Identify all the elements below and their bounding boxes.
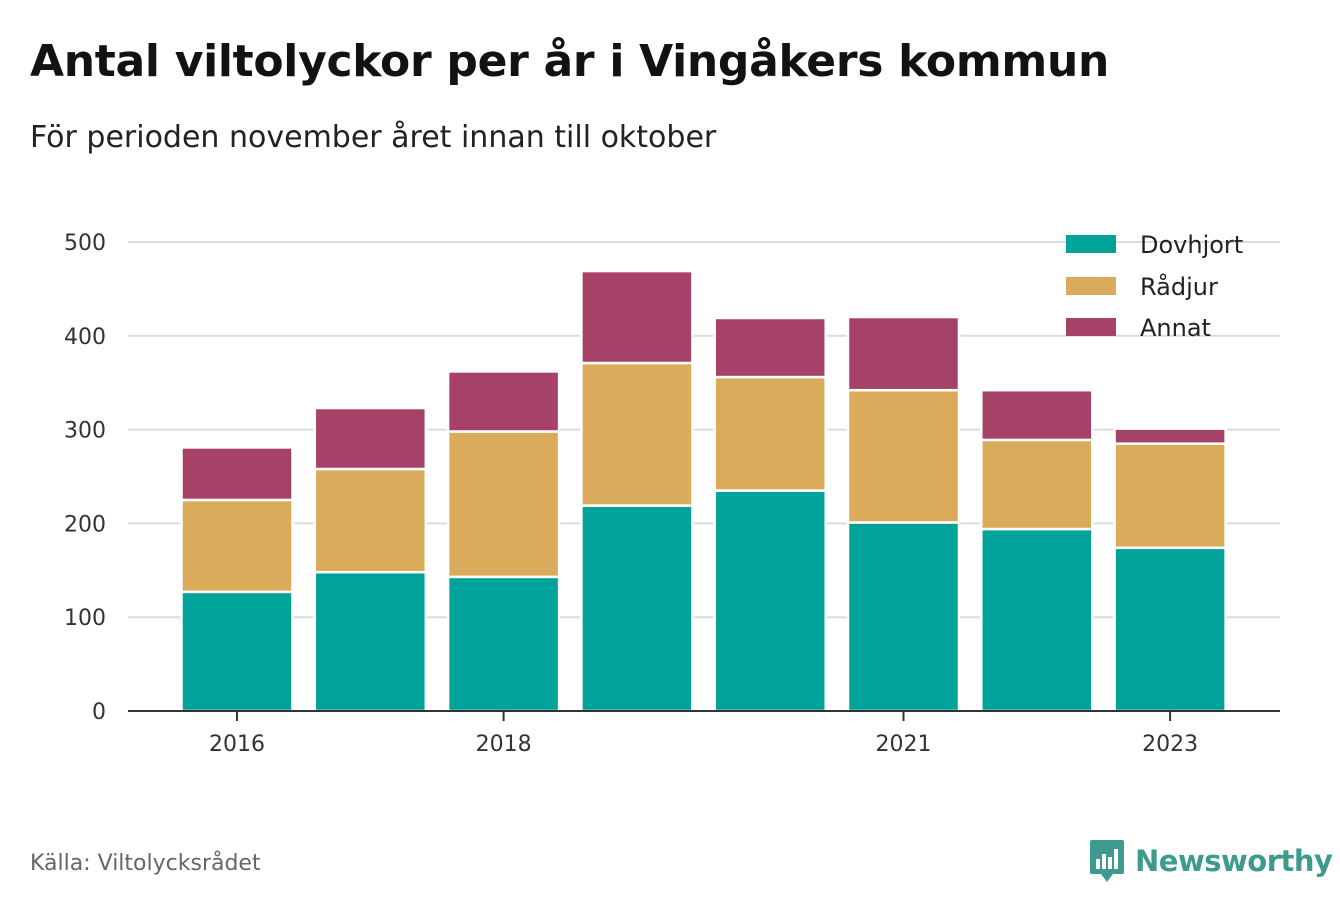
bar-dovhjort-2021 bbox=[846, 521, 961, 713]
bar-dovhjort-2020 bbox=[713, 489, 827, 713]
legend-swatch-rådjur bbox=[1066, 277, 1116, 295]
bar-annat-2019 bbox=[580, 269, 694, 365]
y-tick-label: 0 bbox=[92, 700, 106, 725]
x-tick-label: 2018 bbox=[476, 732, 532, 757]
bar-dovhjort-2023 bbox=[1113, 546, 1227, 713]
bar-rådjur-2023 bbox=[1113, 442, 1227, 550]
newsworthy-logo: Newsworthy bbox=[1089, 838, 1333, 884]
legend: Dovhjort Rådjur Annat bbox=[1066, 231, 1243, 342]
x-tick-label: 2023 bbox=[1142, 732, 1198, 757]
y-tick-label: 500 bbox=[64, 231, 106, 256]
x-tick-label: 2016 bbox=[209, 732, 265, 757]
newsworthy-logo-icon bbox=[1090, 840, 1124, 882]
y-tick-label: 300 bbox=[64, 419, 106, 444]
bar-rådjur-2017 bbox=[313, 467, 428, 574]
legend-label-rådjur: Rådjur bbox=[1140, 272, 1218, 301]
axes: 2016 2018 2021 2023 bbox=[128, 710, 1280, 757]
bar-annat-2017 bbox=[313, 406, 428, 471]
bar-dovhjort-2017 bbox=[313, 570, 428, 713]
bar-annat-2016 bbox=[180, 446, 294, 502]
bar-rådjur-2021 bbox=[846, 388, 961, 524]
y-tick-label: 100 bbox=[64, 606, 106, 631]
y-tick-label: 400 bbox=[64, 325, 106, 350]
chart-subtitle: För perioden november året innan till ok… bbox=[30, 120, 717, 155]
bar-dovhjort-2016 bbox=[180, 590, 294, 713]
brand-name: Newsworthy bbox=[1135, 844, 1333, 878]
chart-title: Antal viltolyckor per år i Vingåkers kom… bbox=[30, 36, 1110, 87]
bar-annat-2023 bbox=[1113, 427, 1227, 445]
legend-swatch-dovhjort bbox=[1066, 235, 1116, 253]
bar-dovhjort-2018 bbox=[446, 575, 561, 713]
source-note: Källa: Viltolycksrådet bbox=[30, 851, 261, 876]
bars bbox=[180, 269, 1227, 713]
legend-label-annat: Annat bbox=[1140, 314, 1211, 342]
bar-annat-2022 bbox=[980, 388, 1094, 442]
bar-annat-2018 bbox=[446, 370, 561, 433]
y-tick-label: 200 bbox=[64, 512, 106, 537]
bar-dovhjort-2019 bbox=[580, 504, 694, 713]
bar-annat-2020 bbox=[713, 316, 827, 379]
bar-rådjur-2020 bbox=[713, 375, 827, 492]
bar-dovhjort-2022 bbox=[980, 527, 1094, 713]
x-tick-label: 2021 bbox=[876, 732, 932, 757]
legend-label-dovhjort: Dovhjort bbox=[1140, 231, 1243, 259]
legend-swatch-annat bbox=[1066, 318, 1116, 336]
bar-rådjur-2019 bbox=[580, 361, 694, 507]
bar-rådjur-2016 bbox=[180, 498, 294, 594]
bar-rådjur-2018 bbox=[446, 430, 561, 579]
bar-annat-2021 bbox=[846, 315, 961, 392]
bar-rådjur-2022 bbox=[980, 438, 1094, 531]
